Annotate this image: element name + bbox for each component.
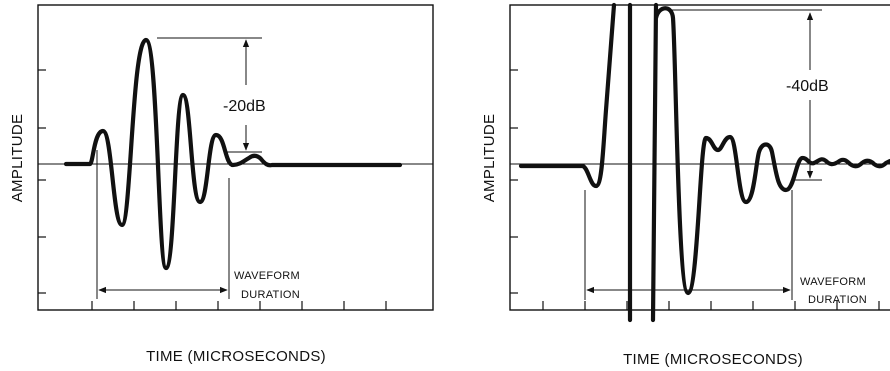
left-duration-label-line2: DURATION — [241, 289, 300, 301]
right-x-axis-label: TIME (MICROSECONDS) — [623, 351, 803, 368]
right-x-ticks — [542, 301, 880, 310]
left-waveform — [63, 37, 403, 271]
left-y-axis-label: AMPLITUDE — [9, 114, 26, 203]
left-y-ticks — [38, 69, 46, 294]
right-duration-label-line1: WAVEFORM — [800, 276, 866, 288]
right-level-marker: -40dB — [668, 9, 829, 181]
left-level-label: -20dB — [223, 98, 266, 115]
right-y-axis-label: AMPLITUDE — [481, 114, 498, 203]
right-level-label: -40dB — [786, 78, 829, 95]
right-duration-label-line2: DURATION — [808, 294, 867, 306]
left-level-marker: -20dB — [157, 37, 266, 153]
left-x-axis-label: TIME (MICROSECONDS) — [146, 348, 326, 365]
left-plot-frame — [37, 4, 434, 311]
right-waveform — [518, 2, 890, 323]
left-x-ticks — [91, 301, 387, 310]
right-duration-marker: WAVEFORM DURATION — [584, 190, 867, 306]
left-panel: -20dB WAVEFORM DURATION AMPLITUDE TIME (… — [9, 4, 434, 365]
right-plot-frame — [509, 4, 890, 311]
left-duration-label-line1: WAVEFORM — [234, 270, 300, 282]
right-y-ticks — [510, 69, 518, 294]
right-panel: -40dB WAVEFORM DURATION AMPLITUDE TIME (… — [481, 2, 890, 368]
left-duration-marker: WAVEFORM DURATION — [96, 150, 300, 301]
